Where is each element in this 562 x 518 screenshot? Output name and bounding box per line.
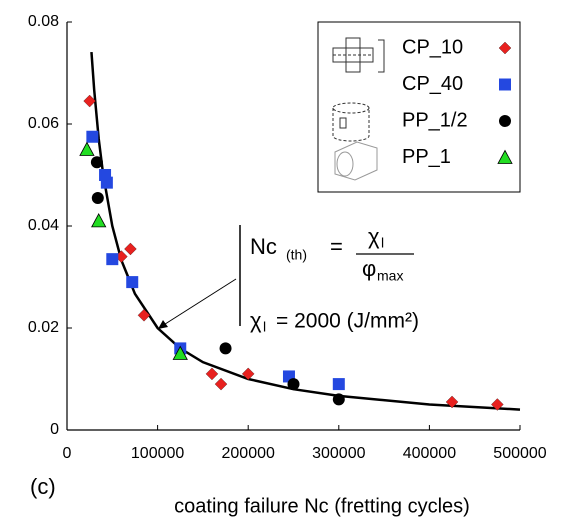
marker-triangle [497,149,513,164]
x-axis-label: coating failure Nc (fretting cycles) [174,495,470,517]
legend-label: PP_1/2 [402,109,468,131]
y-tick-label: 0.06 [28,115,59,132]
y-tick-label: 0 [50,421,59,438]
marker-circle [499,115,511,127]
formula-lhs-sub: (th) [286,247,307,263]
marker-diamond [214,377,228,391]
y-tick-label: 0.08 [28,13,59,30]
marker-square [499,78,511,91]
x-tick-label: 100000 [131,445,184,462]
icon-pp1 [336,151,354,177]
marker-circle [332,393,345,406]
formula-numerator-sub: l [381,235,384,251]
icon-pp [332,108,370,142]
marker-triangle [172,345,188,360]
arrow-head [158,320,168,329]
marker-circle [287,378,300,391]
legend-box [317,21,521,193]
marker-diamond [498,41,512,55]
fit-curve [90,52,521,411]
marker-diamond [137,309,151,322]
x-tick-label: 200000 [222,445,275,462]
marker-square [332,378,345,391]
x-tick-label: 300000 [312,445,365,462]
icon-pp [339,117,347,129]
marker-square [100,176,113,189]
marker-circle [91,191,104,204]
x-tick-label: 400000 [403,445,456,462]
legend-icons [332,37,385,181]
formula-numerator: χ [368,224,380,249]
formula-denominator-sub: max [377,268,403,284]
icon-pp [332,102,370,114]
constant-symbol: χ [250,308,262,333]
marker-diamond [205,367,219,381]
formula-lhs: Nc [250,234,277,259]
marker-diamond [83,94,96,108]
marker-square [126,276,139,289]
marker-triangle [79,141,95,156]
marker-square [86,130,99,143]
x-tick-label: 0 [63,445,72,462]
marker-diamond [124,242,137,256]
marker-triangle [91,213,107,228]
formula-denominator: φ [362,256,376,281]
legend-label: CP_10 [402,36,463,58]
constant-text: = 2000 (J/mm²) [276,310,419,333]
marker-circle [219,342,232,355]
formula-equals: = [330,234,343,259]
marker-diamond [491,398,504,411]
marker-circle [90,156,103,169]
annotation-arrow [161,278,237,327]
icon-cp [378,39,385,73]
marker-diamond [241,367,255,381]
x-tick-label: 500000 [493,445,546,462]
legend-label: PP_1 [402,146,451,168]
legend-label: CP_40 [402,73,463,95]
constant-sub: l [263,319,266,335]
icon-pp1 [334,141,378,181]
y-tick-label: 0.02 [28,319,59,336]
marker-square [106,253,119,266]
panel-label: (c) [30,474,56,499]
marker-diamond [445,395,459,409]
y-tick-label: 0.04 [28,217,59,234]
